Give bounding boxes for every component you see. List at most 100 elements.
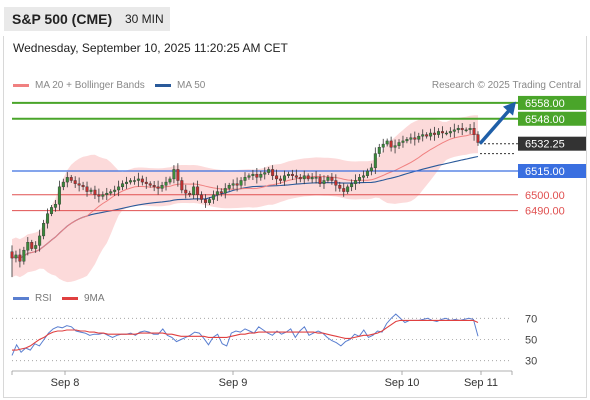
candle-body-73 <box>298 177 302 180</box>
candle-body-22 <box>97 194 101 197</box>
candle-body-92 <box>373 153 377 169</box>
x-tick-label-3: Sep 11 <box>464 377 498 389</box>
legend-rsi-ma-label: 9MA <box>84 293 105 304</box>
candle-body-10 <box>50 207 53 214</box>
symbol-title: S&P 500 (CME) <box>4 7 121 31</box>
candle-body-70 <box>286 173 290 176</box>
candle-body-62 <box>255 173 259 178</box>
candle-body-46 <box>192 186 196 195</box>
chart-header: S&P 500 (CME) 30 MIN Wednesday, Septembe… <box>0 0 590 70</box>
candle-body-36 <box>152 185 156 188</box>
candle-body-67 <box>275 175 279 180</box>
candle-body-18 <box>81 185 85 188</box>
candle-body-100 <box>405 139 409 142</box>
candle-body-35 <box>148 183 152 186</box>
rsi-level-label-50: 50 <box>525 335 537 347</box>
candle-body-63 <box>259 173 263 178</box>
candle-body-26 <box>113 189 117 192</box>
candle-body-1 <box>14 254 18 259</box>
candle-body-37 <box>156 186 160 189</box>
bollinger-band-fill <box>12 115 478 283</box>
candle-body-109 <box>440 131 444 134</box>
candle-body-105 <box>425 134 429 137</box>
rsi-level-label-70: 70 <box>525 313 537 325</box>
candle-body-47 <box>196 186 200 195</box>
level-label-6490.00: 6490.00 <box>525 206 565 218</box>
timeframe-label[interactable]: 30 MIN <box>119 7 170 31</box>
candle-body-45 <box>188 192 192 195</box>
candle-body-9 <box>46 213 50 224</box>
candle-body-90 <box>365 170 369 176</box>
candle-body-38 <box>160 185 164 189</box>
candle-body-39 <box>164 181 168 186</box>
candle-body-113 <box>456 128 460 131</box>
level-label-6548.00: 6548.00 <box>525 114 565 126</box>
candle-body-76 <box>310 177 314 180</box>
candle-body-11 <box>53 204 57 208</box>
candle-body-20 <box>89 189 93 192</box>
candle-body-81 <box>330 177 334 181</box>
candle-body-117 <box>472 128 476 135</box>
candle-body-83 <box>338 185 342 189</box>
candle-body-34 <box>144 181 148 184</box>
candle-body-103 <box>417 135 421 140</box>
level-label-6515.00: 6515.00 <box>525 166 565 178</box>
candle-body-15 <box>69 177 73 181</box>
candle-body-55 <box>227 185 231 189</box>
rsi-ma-swatch <box>62 297 78 300</box>
ma20-line <box>11 133 478 259</box>
candle-body-108 <box>437 131 440 135</box>
candle-body-31 <box>132 180 136 182</box>
rsi-level-label-30: 30 <box>525 356 537 368</box>
candle-body-98 <box>397 142 401 146</box>
candle-body-112 <box>452 129 456 132</box>
candle-body-82 <box>334 180 338 186</box>
candle-body-65 <box>267 169 271 173</box>
candle-body-69 <box>283 175 286 181</box>
level-label-box-6558.00 <box>518 95 586 110</box>
candle-body-116 <box>468 128 472 131</box>
candle-body-115 <box>464 129 468 132</box>
candle-body-2 <box>18 254 22 262</box>
candle-body-28 <box>121 183 125 188</box>
candle-body-25 <box>109 191 113 194</box>
candle-body-5 <box>30 242 34 249</box>
rsi-swatch <box>13 297 29 300</box>
level-label-box-6532.25 <box>518 136 586 151</box>
candle-body-27 <box>117 186 121 191</box>
candle-body-23 <box>101 194 105 197</box>
candle-body-77 <box>314 177 318 179</box>
candle-body-41 <box>172 169 176 180</box>
candle-body-107 <box>433 132 437 135</box>
level-label-6532.25: 6532.25 <box>525 139 565 151</box>
candle-body-53 <box>219 191 223 194</box>
candle-body-111 <box>448 131 452 134</box>
candle-body-95 <box>385 140 389 145</box>
candle-body-14 <box>65 177 69 183</box>
level-label-box-6515.00 <box>518 164 586 178</box>
candle-body-17 <box>77 183 81 186</box>
candle-body-88 <box>358 177 362 181</box>
candle-body-104 <box>421 134 425 137</box>
candle-body-68 <box>279 178 283 181</box>
candle-body-118 <box>476 134 480 143</box>
candle-body-106 <box>429 132 433 137</box>
candle-body-43 <box>180 180 184 191</box>
legend-ma50: MA 50 <box>155 80 205 91</box>
candle-body-71 <box>290 173 294 176</box>
candle-body-44 <box>184 189 188 194</box>
candle-body-29 <box>125 181 129 184</box>
candle-body-8 <box>42 223 46 237</box>
level-label-6500.00: 6500.00 <box>525 190 565 202</box>
candle-body-74 <box>302 175 306 180</box>
candle-body-80 <box>326 177 330 181</box>
candle-body-13 <box>61 181 65 188</box>
candle-body-61 <box>251 173 255 176</box>
candle-body-66 <box>271 169 275 176</box>
candle-body-57 <box>235 183 239 186</box>
candle-body-7 <box>38 235 42 246</box>
level-label-6558.00: 6558.00 <box>525 98 565 110</box>
legend-bollinger: MA 20 + Bollinger Bands <box>13 80 145 91</box>
candle-body-91 <box>369 167 373 172</box>
